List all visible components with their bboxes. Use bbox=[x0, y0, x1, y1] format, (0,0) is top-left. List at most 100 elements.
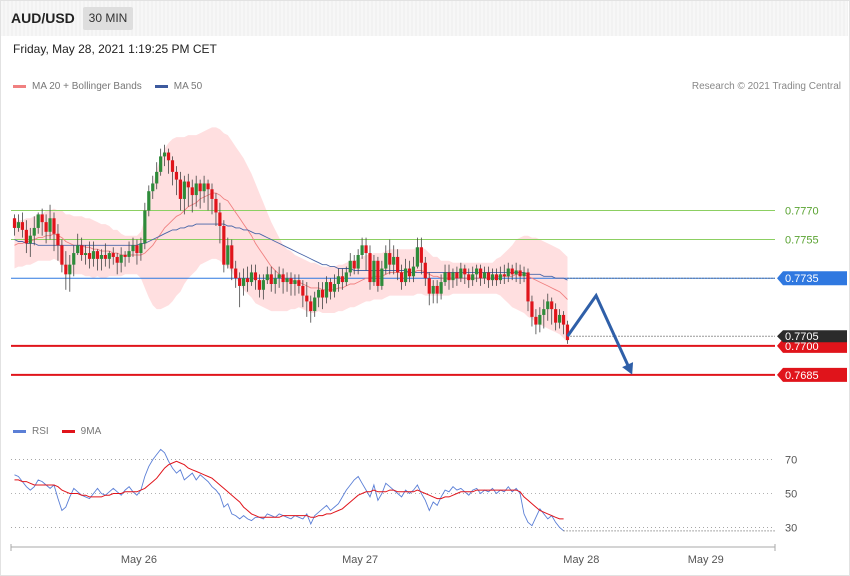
candle-body bbox=[28, 235, 32, 244]
candle-body bbox=[443, 272, 447, 283]
level-tag-0.7700 bbox=[777, 338, 847, 353]
candle-body bbox=[135, 245, 139, 254]
candle-body bbox=[467, 274, 471, 281]
candle-body bbox=[518, 270, 522, 277]
candle-body bbox=[328, 282, 333, 292]
candle-body bbox=[526, 272, 530, 302]
candle-body bbox=[431, 285, 435, 294]
candle-body bbox=[490, 274, 495, 281]
legend-label-rsi: RSI bbox=[32, 426, 49, 437]
candle-body bbox=[242, 278, 246, 286]
candle-body bbox=[502, 274, 506, 277]
candle-body bbox=[423, 262, 427, 279]
candle-body bbox=[119, 255, 123, 263]
candle-body bbox=[435, 285, 439, 294]
candle-body bbox=[498, 274, 502, 281]
candle-body bbox=[143, 210, 147, 244]
level-tag-0.7685 bbox=[777, 367, 847, 382]
candle-body bbox=[297, 280, 301, 286]
rsi-tick-50: 50 bbox=[785, 489, 797, 501]
candle-body bbox=[60, 245, 64, 265]
current-price-tag bbox=[777, 330, 847, 343]
candle-body bbox=[115, 256, 119, 263]
candle-body bbox=[87, 253, 92, 259]
legend-item-rsi: RSI bbox=[13, 426, 49, 437]
candle-body bbox=[76, 245, 80, 254]
legend-swatch-rsi bbox=[13, 430, 26, 433]
candle-body bbox=[380, 268, 384, 286]
candle-body bbox=[530, 301, 534, 317]
candle-body bbox=[419, 247, 423, 263]
legend-label-9ma: 9MA bbox=[80, 426, 102, 437]
candle-body bbox=[44, 222, 48, 232]
candle-body bbox=[222, 226, 226, 265]
candle-body bbox=[348, 260, 352, 273]
candle-body bbox=[40, 214, 44, 223]
candle-body bbox=[68, 264, 72, 275]
symbol-label: AUD/USD bbox=[11, 10, 75, 26]
candle-body bbox=[479, 268, 483, 279]
rsi-series-9ma bbox=[14, 460, 564, 520]
rsi-panel: 70 50 30 bbox=[11, 448, 797, 534]
candle-body bbox=[407, 268, 412, 277]
legend-item-ma50: MA 50 bbox=[154, 81, 202, 92]
legend-swatch-ma50 bbox=[154, 85, 168, 88]
level-label-0.7700: 0.7700 bbox=[785, 341, 819, 353]
candle-body bbox=[72, 253, 76, 265]
candle-body bbox=[265, 274, 269, 281]
legend-swatch-9ma bbox=[61, 430, 75, 433]
candle-body bbox=[471, 274, 475, 281]
legend-item-9ma: 9MA bbox=[61, 426, 102, 437]
candle-body bbox=[48, 218, 52, 232]
candle-body bbox=[155, 171, 159, 184]
candle-body bbox=[388, 253, 392, 265]
level-tag-0.7735 bbox=[777, 271, 847, 286]
candle-body bbox=[360, 245, 364, 255]
candle-body bbox=[186, 181, 190, 188]
candle-body bbox=[277, 274, 281, 279]
candle-body bbox=[182, 181, 186, 199]
candle-body bbox=[16, 222, 21, 228]
time-tick-may-26: May 26 bbox=[121, 554, 157, 566]
legend-label-ma20: MA 20 + Bollinger Bands bbox=[32, 81, 142, 92]
candle-body bbox=[206, 183, 210, 190]
candle-body bbox=[245, 278, 250, 283]
candle-body bbox=[52, 218, 56, 234]
candle-body bbox=[24, 229, 28, 244]
legend-item-ma20: MA 20 + Bollinger Bands bbox=[13, 81, 142, 92]
rsi-legend: RSI 9MA bbox=[13, 426, 114, 437]
candle-body bbox=[174, 171, 179, 180]
candle-body bbox=[486, 272, 491, 281]
rsi-tick-30: 30 bbox=[785, 522, 797, 534]
candle-body bbox=[309, 301, 313, 312]
candle-body bbox=[198, 183, 202, 192]
legend-swatch-ma20 bbox=[13, 85, 26, 88]
candle-body bbox=[253, 272, 258, 281]
candle-body bbox=[99, 255, 103, 259]
candle-body bbox=[210, 189, 214, 199]
candle-body bbox=[163, 152, 167, 157]
candle-body bbox=[561, 314, 566, 325]
level-label-0.7755: 0.7755 bbox=[785, 235, 819, 247]
candle-body bbox=[166, 152, 171, 161]
candle-body bbox=[151, 183, 155, 192]
candle-body bbox=[194, 183, 198, 196]
forecast-arrow-line bbox=[566, 292, 632, 372]
candle-body bbox=[372, 260, 376, 283]
candle-body bbox=[332, 284, 337, 292]
candle-body bbox=[32, 227, 36, 236]
candle-body bbox=[285, 278, 289, 283]
candle-body bbox=[20, 222, 24, 230]
candle-body bbox=[542, 309, 546, 315]
candle-body bbox=[230, 245, 234, 269]
candle-body bbox=[178, 179, 182, 199]
candle-body bbox=[111, 253, 115, 257]
timeframe-button[interactable]: 30 MIN bbox=[83, 7, 133, 30]
rsi-series-rsi bbox=[14, 448, 564, 532]
candle-body bbox=[147, 191, 151, 211]
candle-body bbox=[514, 270, 518, 275]
candle-body bbox=[321, 289, 325, 298]
price-panel: 0.7770 0.7755 0.7735 0.7700 0.7685 0.7705 bbox=[11, 127, 847, 382]
candle-body bbox=[411, 266, 416, 277]
